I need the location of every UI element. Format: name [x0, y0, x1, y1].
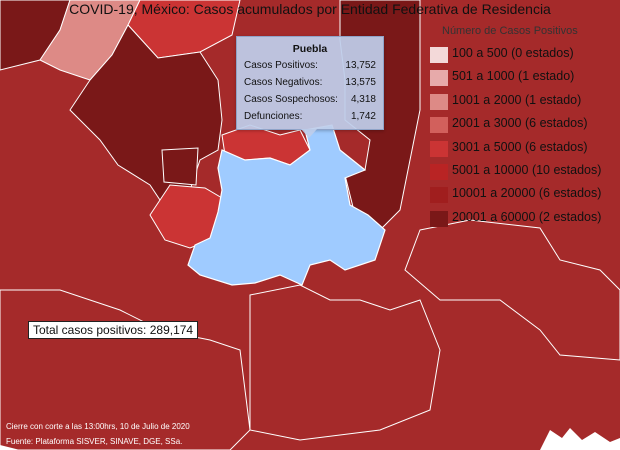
legend-swatch [430, 93, 448, 110]
state-region-south[interactable] [249, 284, 441, 441]
legend-item: 501 a 1000 (1 estado) [420, 67, 620, 90]
legend-label: 3001 a 5000 (6 estados) [452, 139, 588, 154]
tooltip-row-value: 13,752 [345, 60, 376, 71]
legend-item: 5001 a 10000 (10 estados) [420, 161, 620, 184]
state-region-southeast[interactable] [404, 219, 620, 361]
state-tooltip: Puebla Casos Positivos: 13,752 Casos Neg… [236, 36, 384, 138]
legend-item: 10001 a 20000 (6 estados) [420, 184, 620, 207]
tooltip-row: Casos Positivos: 13,752 [237, 57, 383, 74]
tooltip-state-name: Puebla [292, 43, 328, 55]
tooltip-row-value: 13,575 [345, 77, 376, 88]
legend-swatch [430, 47, 448, 63]
tooltip-row-value: 4,318 [350, 94, 376, 105]
map-title: COVID-19, México: Casos acumulados por E… [69, 1, 551, 17]
state-puebla-highlighted[interactable] [187, 124, 386, 286]
legend-label: 100 a 500 (0 estados) [452, 46, 574, 60]
legend-swatch [430, 163, 448, 180]
legend-label: 1001 a 2000 (1 estado) [452, 92, 582, 107]
tooltip-row: Defunciones: 1,742 [237, 108, 383, 125]
tooltip-row: Casos Sospechosos: 4,318 [237, 91, 383, 108]
legend-swatch [430, 210, 448, 227]
tooltip-row-value: 1,742 [350, 111, 376, 122]
legend-label: 20001 a 60000 (2 estados) [452, 209, 602, 224]
legend-swatch [430, 140, 448, 157]
tooltip-row-label: Casos Sospechosos: [244, 94, 338, 105]
coastline-west [0, 445, 20, 450]
legend-swatch [430, 70, 448, 87]
tooltip-row: Casos Negativos: 13,575 [237, 74, 383, 91]
legend-label: 5001 a 10000 (10 estados) [452, 162, 602, 177]
legend-swatch [430, 117, 448, 134]
legend-item: 100 a 500 (0 estados) [420, 44, 620, 67]
legend-item: 3001 a 5000 (6 estados) [420, 138, 620, 161]
tooltip-row-label: Defunciones: [244, 111, 303, 122]
total-cases-label: Total casos positivos: 289,174 [28, 321, 199, 339]
legend-label: 501 a 1000 (1 estado) [452, 69, 575, 84]
tooltip-row-label: Casos Negativos: [244, 77, 323, 88]
legend-title: Número de Casos Positivos [442, 25, 578, 37]
legend-swatch [430, 187, 448, 204]
legend-label: 2001 a 3000 (6 estados) [452, 116, 588, 131]
legend-item: 2001 a 3000 (6 estados) [420, 114, 620, 137]
legend-label: 10001 a 20000 (6 estados) [452, 186, 602, 201]
footer-source: Fuente: Plataforma SISVER, SINAVE, DGE, … [6, 437, 183, 446]
legend-item: 20001 a 60000 (2 estados) [420, 208, 620, 231]
legend: Número de Casos Positivos 100 a 500 (0 e… [420, 24, 620, 231]
coastline [540, 428, 620, 450]
state-region-small[interactable] [161, 147, 199, 186]
legend-item: 1001 a 2000 (1 estado) [420, 91, 620, 114]
footer-cutoff: Cierre con corte a las 13:00hrs, 10 de J… [6, 422, 190, 431]
tooltip-row-label: Casos Positivos: [244, 60, 318, 71]
